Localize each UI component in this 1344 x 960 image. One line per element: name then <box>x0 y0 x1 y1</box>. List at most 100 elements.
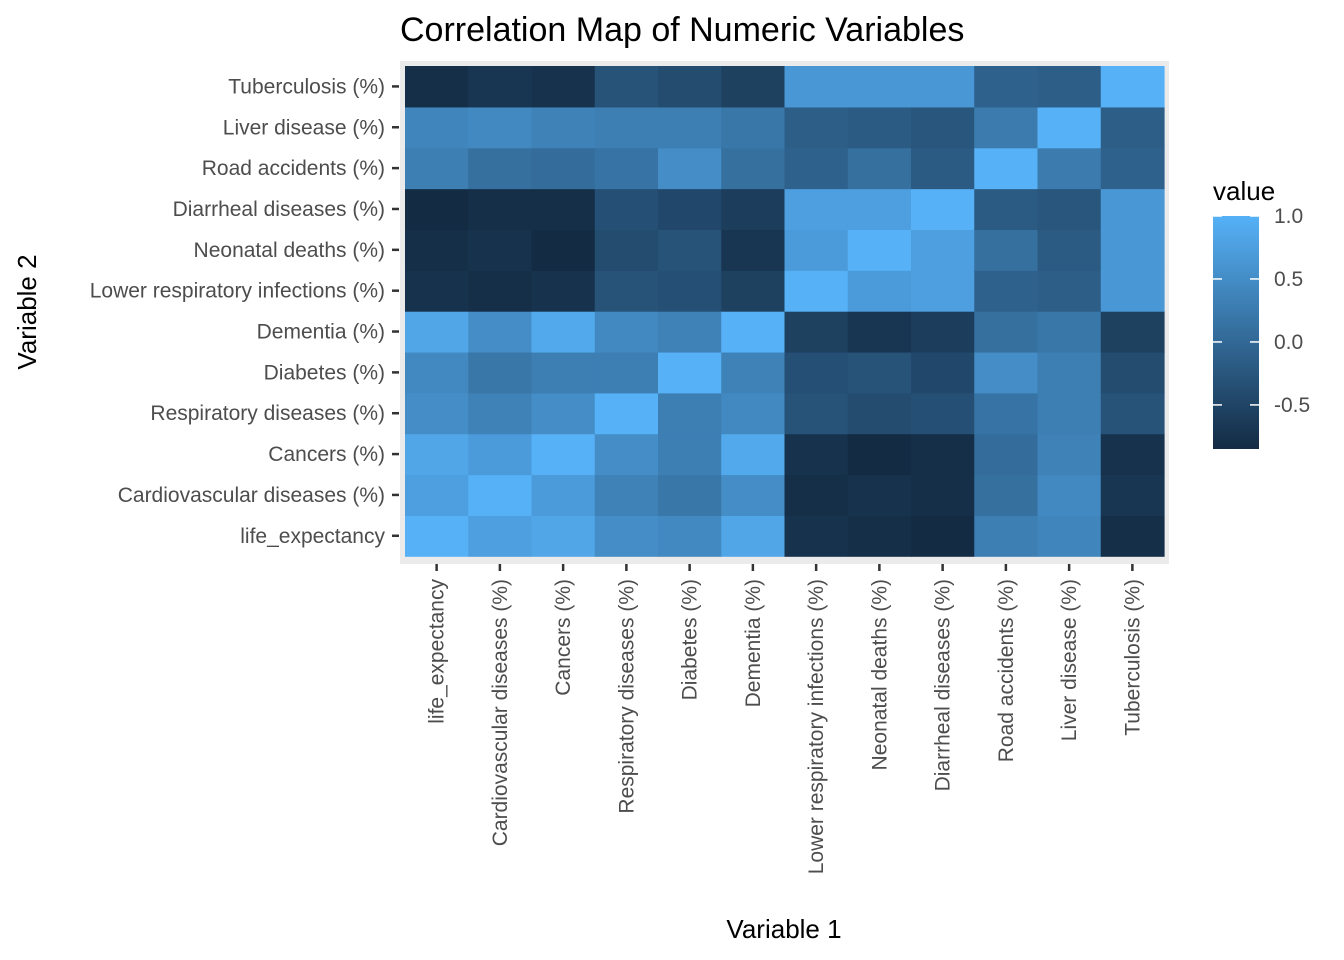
heatmap-cell-10-6 <box>1037 270 1102 312</box>
heatmap-cell-3-1 <box>594 474 659 516</box>
x-tick-label-respiratory-diseases: Respiratory diseases (%) <box>615 579 638 814</box>
legend-ticks: 1.0 0.5 0.0 -0.5 <box>1213 205 1310 417</box>
heatmap-cell-1-7 <box>468 229 533 271</box>
heatmap-cell-5-5 <box>721 311 786 353</box>
heatmap-cell-1-8 <box>468 188 533 230</box>
heatmap-cell-6-10 <box>784 106 849 149</box>
heatmap-cell-8-7 <box>911 229 975 271</box>
heatmap-cell-5-6 <box>721 270 786 312</box>
heatmap-cell-5-8 <box>721 188 786 230</box>
heatmap-cell-4-9 <box>658 147 722 190</box>
heatmap-cell-8-10 <box>911 106 975 149</box>
heatmap-cell-7-7 <box>847 229 912 271</box>
heatmap-cell-4-8 <box>658 188 722 230</box>
heatmap-cell-2-4 <box>531 351 596 394</box>
heatmap-cell-10-1 <box>1037 474 1102 516</box>
heatmap-cell-11-2 <box>1100 433 1165 476</box>
heatmap-cell-11-0 <box>1100 515 1165 557</box>
heatmap-cell-2-10 <box>531 106 596 149</box>
heatmap-cell-3-11 <box>594 66 659 108</box>
heatmap-cell-7-10 <box>847 106 912 149</box>
heatmap-cell-6-6 <box>784 270 849 312</box>
heatmap-cell-4-10 <box>658 106 722 149</box>
chart-title: Correlation Map of Numeric Variables <box>400 11 964 49</box>
heatmap-cell-5-10 <box>721 106 786 149</box>
heatmap-cell-9-6 <box>974 270 1039 312</box>
heatmap-cell-11-1 <box>1100 474 1165 516</box>
y-tick-label-tuberculosis: Tuberculosis (%) <box>228 75 385 98</box>
y-tick-label-diabetes: Diabetes (%) <box>264 361 385 384</box>
heatmap-cell-6-4 <box>784 351 849 394</box>
heatmap-cell-5-7 <box>721 229 786 271</box>
heatmap-cell-0-10 <box>405 106 469 149</box>
y-tick-label-lower-respiratory-infections: Lower respiratory infections (%) <box>90 280 385 303</box>
x-tick-label-liver-disease: Liver disease (%) <box>1058 579 1081 741</box>
heatmap-cell-1-3 <box>468 392 533 435</box>
heatmap-cell-4-2 <box>658 433 722 476</box>
heatmap-cell-0-2 <box>405 433 469 476</box>
heatmap-cell-2-11 <box>531 66 596 108</box>
heatmap-cell-9-1 <box>974 474 1039 516</box>
heatmap-cell-4-3 <box>658 392 722 435</box>
legend-label-0: 1.0 <box>1274 205 1303 228</box>
heatmap-cell-8-0 <box>911 515 975 557</box>
heatmap-cell-3-3 <box>594 392 659 435</box>
heatmap-cell-11-3 <box>1100 392 1165 435</box>
heatmap-cell-10-4 <box>1037 351 1102 394</box>
x-tick-label-dementia: Dementia (%) <box>742 579 765 707</box>
heatmap-cell-0-6 <box>405 270 469 312</box>
heatmap-cell-9-11 <box>974 66 1039 108</box>
color-legend: value 1.0 0.5 0.0 -0.5 <box>1213 176 1310 449</box>
heatmap-cell-7-0 <box>847 515 912 557</box>
x-tick-label-neonatal-deaths: Neonatal deaths (%) <box>868 579 891 770</box>
heatmap-cell-9-4 <box>974 351 1039 394</box>
heatmap-cell-2-3 <box>531 392 596 435</box>
heatmap-cell-4-11 <box>658 66 722 108</box>
heatmap-cell-8-2 <box>911 433 975 476</box>
heatmap-cell-3-9 <box>594 147 659 190</box>
heatmap-cell-3-6 <box>594 270 659 312</box>
heatmap-cell-10-2 <box>1037 433 1102 476</box>
heatmap-cell-6-11 <box>784 66 849 108</box>
heatmap-cell-1-6 <box>468 270 533 312</box>
heatmap-cell-2-1 <box>531 474 596 516</box>
heatmap-cell-4-1 <box>658 474 722 516</box>
heatmap-cell-0-11 <box>405 66 469 108</box>
heatmap-cell-7-5 <box>847 311 912 353</box>
heatmap-cell-6-8 <box>784 188 849 230</box>
y-tick-label-respiratory-diseases: Respiratory diseases (%) <box>150 402 385 425</box>
heatmap-cell-3-2 <box>594 433 659 476</box>
heatmap-cell-1-5 <box>468 311 533 353</box>
heatmap-cell-8-4 <box>911 351 975 394</box>
heatmap-cell-7-6 <box>847 270 912 312</box>
y-tick-label-liver-disease: Liver disease (%) <box>223 116 385 139</box>
y-tick-label-dementia: Dementia (%) <box>257 321 385 344</box>
heatmap-cell-9-2 <box>974 433 1039 476</box>
x-tick-label-diarrheal-diseases: Diarrheal diseases (%) <box>932 579 955 791</box>
heatmap-cell-11-6 <box>1100 270 1165 312</box>
heatmap-cell-10-8 <box>1037 188 1102 230</box>
heatmap-cell-1-2 <box>468 433 533 476</box>
heatmap-cell-6-7 <box>784 229 849 271</box>
heatmap-cell-9-3 <box>974 392 1039 435</box>
heatmap-cell-0-1 <box>405 474 469 516</box>
x-tick-label-cardiovascular-diseases: Cardiovascular diseases (%) <box>489 579 512 846</box>
y-tick-label-life-expectancy: life_expectancy <box>240 525 385 548</box>
heatmap-cell-6-0 <box>784 515 849 557</box>
heatmap-cell-8-11 <box>911 66 975 108</box>
heatmap-cell-1-11 <box>468 66 533 108</box>
heatmap-cell-3-7 <box>594 229 659 271</box>
heatmap-cell-4-7 <box>658 229 722 271</box>
heatmap-cell-11-8 <box>1100 188 1165 230</box>
heatmap-cell-2-7 <box>531 229 596 271</box>
heatmap-cell-1-9 <box>468 147 533 190</box>
legend-label-2: 0.0 <box>1274 331 1303 354</box>
y-tick-label-road-accidents: Road accidents (%) <box>202 157 385 180</box>
heatmap-cell-0-3 <box>405 392 469 435</box>
heatmap-cell-4-6 <box>658 270 722 312</box>
heatmap-cell-4-4 <box>658 351 722 394</box>
legend-label-3: -0.5 <box>1274 394 1310 417</box>
legend-colorbar <box>1213 216 1259 449</box>
heatmap-cell-6-1 <box>784 474 849 516</box>
x-tick-label-lower-respiratory-infections: Lower respiratory infections (%) <box>805 579 828 874</box>
